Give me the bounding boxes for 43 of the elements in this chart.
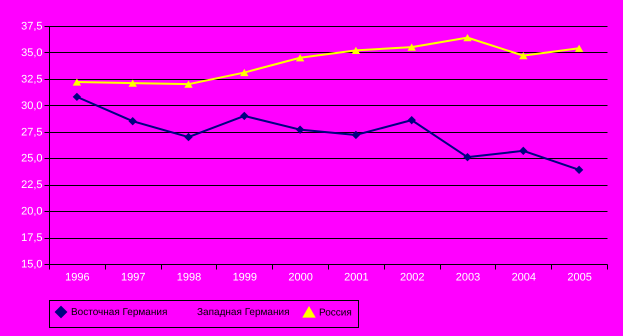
point: [408, 44, 416, 51]
y-tick-label: 15,0: [21, 258, 42, 270]
y-tick-label: 22,5: [21, 179, 42, 192]
point: [296, 125, 304, 134]
point: [463, 152, 472, 162]
point: [184, 80, 193, 88]
point: [463, 34, 472, 42]
point: [128, 117, 137, 126]
point: [352, 130, 360, 140]
x-tick-label: 2001: [344, 272, 369, 284]
point: [240, 112, 248, 120]
point: [574, 44, 584, 52]
x-tick-label: 1997: [120, 272, 146, 284]
point: [72, 92, 82, 102]
point: [128, 79, 137, 87]
point: [184, 132, 193, 142]
x-tick-label: 1998: [176, 272, 202, 284]
point: [352, 46, 360, 54]
x-tick-label: 2003: [456, 272, 480, 284]
x-tick-label: 1996: [65, 272, 90, 284]
x-tick-label: 1999: [232, 272, 258, 284]
y-tick-label: 20,0: [21, 206, 42, 218]
y-tick-label: 35,0: [21, 46, 42, 59]
y-tick-label: 32,5: [21, 73, 42, 86]
point: [519, 52, 528, 60]
y-tick-label: 37,5: [21, 20, 42, 32]
point: [574, 166, 584, 174]
y-tick-label: 25,0: [21, 152, 42, 165]
legend-label: Восточная Германия: [71, 307, 168, 318]
legend-label: Россия: [319, 307, 352, 318]
x-tick-label: 2000: [288, 272, 313, 284]
point: [408, 116, 416, 124]
y-tick-label: 27,5: [21, 126, 42, 138]
y-tick-label: 30,0: [21, 100, 42, 112]
x-tick-label: 2002: [400, 272, 424, 284]
x-tick-label: 2004: [512, 272, 536, 284]
text: Западная Германия: [197, 307, 290, 318]
y-tick-label: 17,5: [21, 232, 42, 244]
point: [296, 54, 304, 62]
point: [519, 146, 528, 155]
point: [240, 68, 248, 76]
point: [72, 78, 82, 86]
x-tick-label: 2005: [567, 272, 592, 284]
